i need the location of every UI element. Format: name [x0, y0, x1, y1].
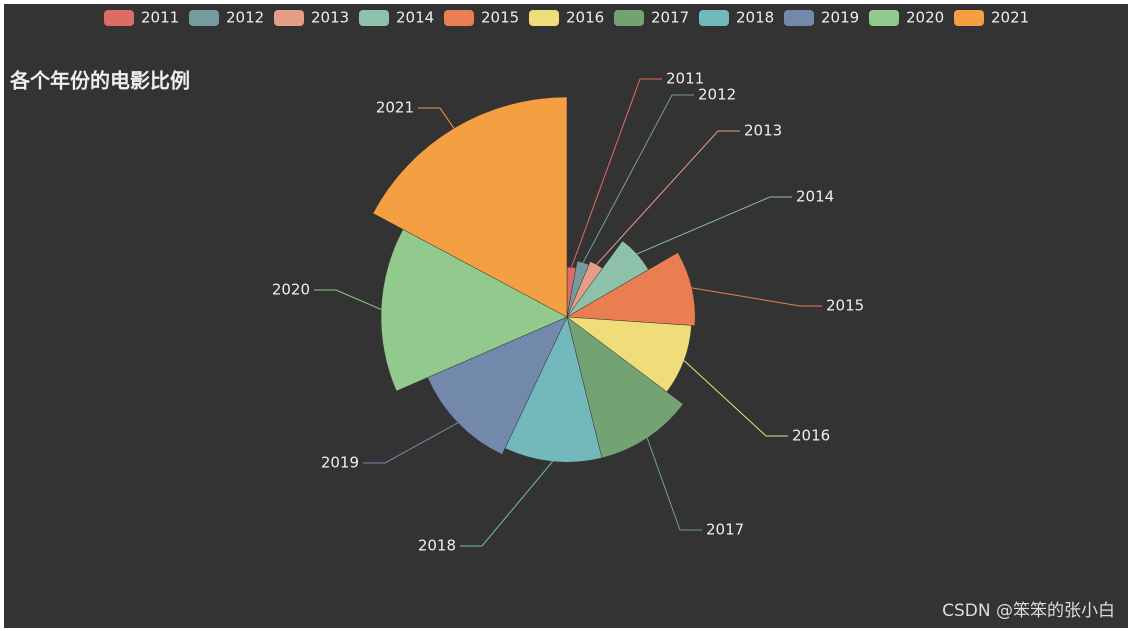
slice-label: 2017 — [706, 521, 744, 539]
slice-label: 2016 — [792, 427, 830, 445]
legend-swatch — [699, 10, 729, 26]
rose-slice — [566, 252, 696, 326]
legend-label: 2012 — [226, 9, 264, 27]
legend-swatch — [954, 10, 984, 26]
legend-swatch — [444, 10, 474, 26]
legend-swatch — [869, 10, 899, 26]
legend-label: 2014 — [396, 9, 434, 27]
slice-label: 2021 — [376, 99, 414, 117]
leader-line — [683, 360, 788, 437]
legend-label: 2013 — [311, 9, 349, 27]
slice-label: 2011 — [666, 70, 704, 88]
legend-swatch — [614, 10, 644, 26]
rose-slice — [380, 229, 568, 392]
legend-swatch — [784, 10, 814, 26]
slice-label: 2020 — [272, 281, 310, 299]
leader-line — [314, 289, 382, 310]
legend-label: 2020 — [906, 9, 944, 27]
leader-line — [582, 94, 694, 263]
legend-label: 2017 — [651, 9, 689, 27]
leader-line — [646, 437, 702, 531]
legend-swatch — [104, 10, 134, 26]
leader-line — [460, 461, 554, 547]
legend-swatch — [359, 10, 389, 26]
slice-label: 2012 — [698, 86, 736, 104]
chart-title: 各个年份的电影比例 — [9, 69, 190, 93]
slice-label: 2014 — [796, 188, 834, 206]
legend-label: 2016 — [566, 9, 604, 27]
rose-slice — [427, 316, 568, 455]
slice-label: 2013 — [744, 122, 782, 140]
legend-label: 2019 — [821, 9, 859, 27]
legend-label: 2015 — [481, 9, 519, 27]
legend-label: 2011 — [141, 9, 179, 27]
legend-swatch — [274, 10, 304, 26]
watermark: CSDN @笨笨的张小白 — [942, 601, 1115, 621]
leader-line — [636, 196, 792, 255]
leader-line — [363, 422, 459, 464]
slice-label: 2018 — [418, 537, 456, 555]
rose-slice — [566, 316, 684, 459]
legend-swatch — [189, 10, 219, 26]
slice-label: 2019 — [321, 454, 359, 472]
leader-line — [571, 78, 662, 268]
leader-line — [596, 130, 740, 265]
leader-line — [691, 287, 822, 307]
rose-slice — [504, 316, 603, 463]
legend-swatch — [529, 10, 559, 26]
leader-line — [418, 107, 455, 129]
slice-label: 2015 — [826, 297, 864, 315]
legend-label: 2021 — [991, 9, 1029, 27]
legend-label: 2018 — [736, 9, 774, 27]
